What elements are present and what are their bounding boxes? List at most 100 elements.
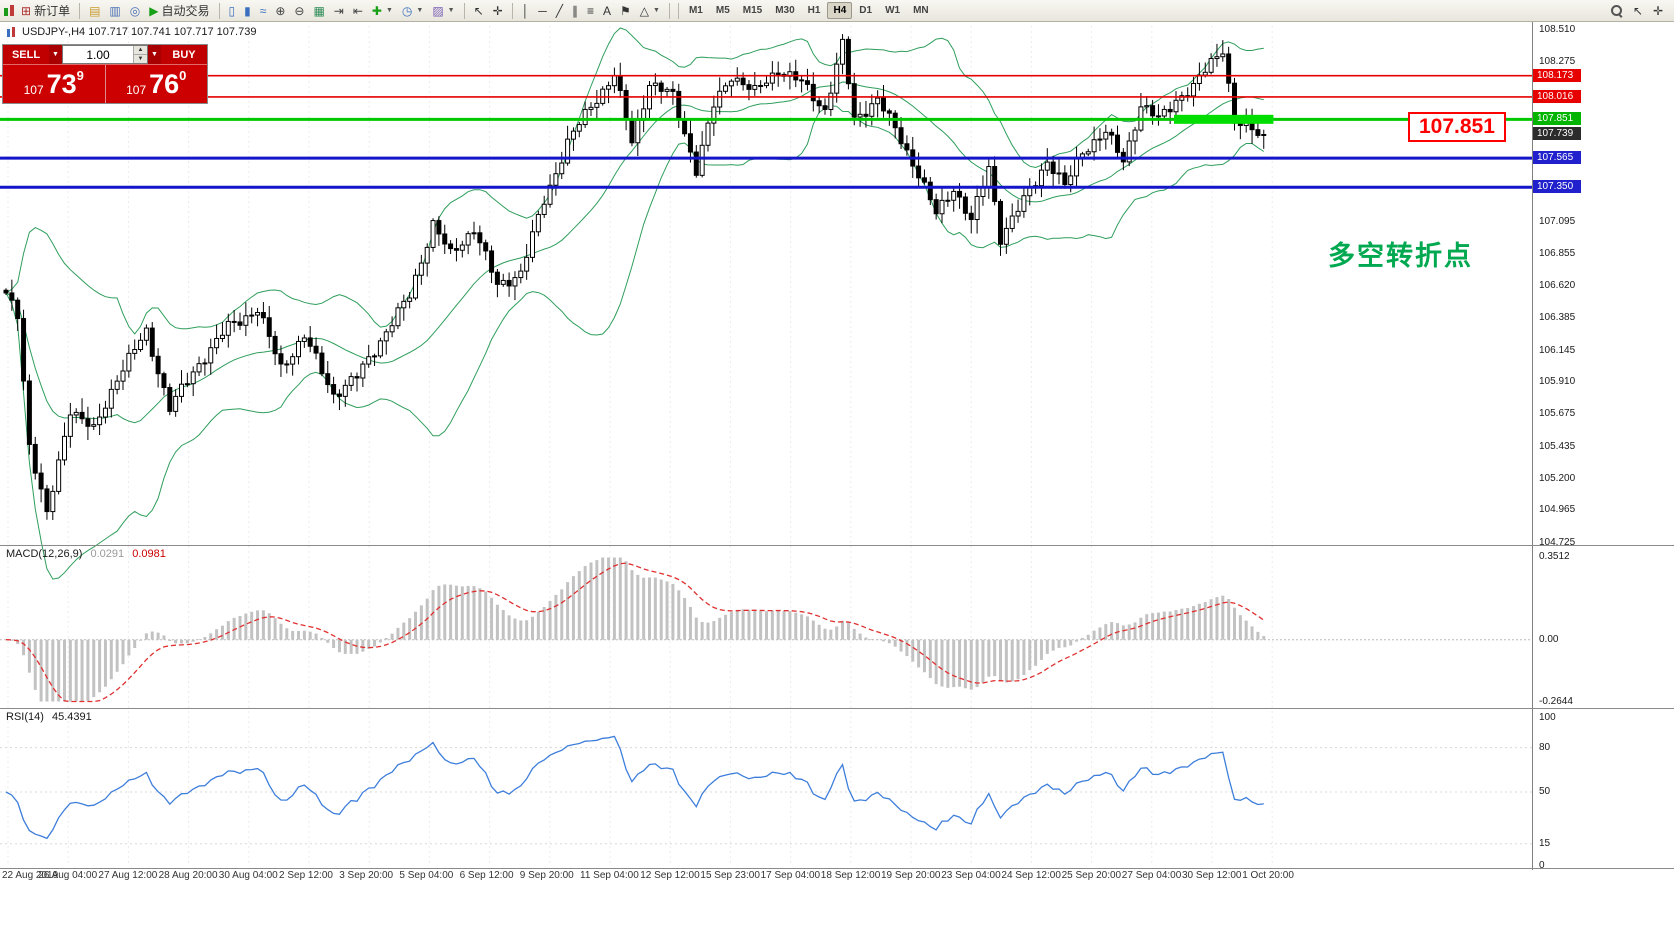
ask-price-button[interactable]: 107 76 0 (106, 65, 208, 103)
rsi-tick: 80 (1539, 741, 1551, 753)
market-watch-button[interactable]: ▤ (85, 1, 104, 21)
macd-tick: 0.3512 (1539, 551, 1570, 563)
autotrade-button-label: 自动交易 (161, 4, 210, 18)
indicators-button[interactable]: ✚ ▼ (368, 1, 397, 21)
highlight-bar (1174, 114, 1274, 124)
line-chart-button[interactable]: ≈ (256, 1, 271, 21)
price-callout: 107.851 (1408, 112, 1506, 142)
date-tick: 22 Aug 2019 (2, 870, 59, 881)
ask-pip-digit: 0 (179, 68, 187, 83)
tile-windows-button[interactable]: ▦ (309, 1, 328, 21)
chevron-down-icon: ▼ (385, 7, 393, 14)
price-tag: 108.016 (1533, 89, 1581, 103)
cursor-button[interactable]: ↖ (470, 1, 488, 21)
zoom-in-button[interactable]: ⊕ (271, 1, 289, 21)
volume-stepper: ▲ ▼ (133, 46, 147, 63)
toolbar-separator (463, 2, 465, 19)
volume-down-button[interactable]: ▼ (134, 54, 147, 63)
navigator-button[interactable]: ◎ (126, 1, 144, 21)
toolbar-separator (511, 2, 513, 19)
date-tick: 1 Oct 20:00 (1242, 870, 1294, 881)
price-chart-canvas[interactable] (0, 22, 1532, 870)
price-tag: 107.565 (1533, 151, 1581, 165)
date-tick: 12 Sep 12:00 (640, 870, 700, 881)
fibonacci-icon: ≡ (586, 3, 594, 18)
panel-divider[interactable] (0, 708, 1674, 709)
search-icon (1610, 4, 1623, 17)
volume-up-button[interactable]: ▲ (134, 46, 147, 54)
timeframe-w1[interactable]: W1 (885, 5, 901, 16)
navigator-icon: ◎ (129, 3, 141, 18)
bid-price-button[interactable]: 107 73 9 (3, 65, 106, 103)
label-icon: ⚑ (620, 3, 631, 18)
date-tick: 3 Sep 20:00 (339, 870, 394, 881)
rsi-tick: 0 (1539, 860, 1545, 871)
price-tag: 108.173 (1533, 68, 1581, 82)
volume-field: ▲ ▼ (62, 45, 148, 64)
rsi-layer (0, 735, 1532, 845)
candlestick-chart-icon: ▮ (244, 3, 251, 18)
price-scale[interactable]: 108.510 108.275 107.095 106.855 106.620 106.3… (1532, 22, 1674, 871)
panel-divider[interactable] (0, 545, 1674, 546)
timeframe-m1[interactable]: M1 (688, 5, 703, 16)
crosshair-icon: ✛ (1652, 3, 1663, 18)
sell-dropdown[interactable]: ▼ (49, 45, 62, 64)
date-axis: 22 Aug 2019 26 Aug 04:00 27 Aug 12:00 28 Au… (0, 870, 1532, 886)
macd-tick: 0.00 (1539, 633, 1559, 645)
macd-main-value: 0.0291 (90, 548, 125, 560)
macd-layer (0, 557, 1532, 703)
timeframe-mn[interactable]: MN (913, 5, 929, 16)
autotrade-button[interactable]: ▶ 自动交易 (145, 1, 213, 21)
periods-button[interactable]: ◷ ▼ (398, 1, 427, 21)
date-tick: 19 Sep 20:00 (881, 870, 941, 881)
templates-button[interactable]: ▨ ▼ (428, 1, 458, 21)
market-watch-icon: ▤ (89, 3, 101, 18)
crosshair-button[interactable]: ✛ (489, 1, 507, 21)
volume-input[interactable] (63, 46, 133, 63)
price-tick: 106.855 (1539, 248, 1576, 260)
date-tick: 15 Sep 23:00 (700, 870, 760, 881)
autotrade-icon: ▶ (149, 3, 159, 18)
cursor-style-button[interactable]: ↖ (1629, 1, 1647, 21)
rsi-tick: 15 (1539, 837, 1551, 849)
channel-button[interactable]: ∥ (568, 1, 582, 21)
label-button[interactable]: ⚑ (616, 1, 635, 21)
date-tick: 26 Aug 04:00 (38, 870, 98, 881)
timeframe-h4[interactable]: H4 (827, 2, 853, 19)
buy-dropdown[interactable]: ▼ (148, 45, 161, 64)
timeframe-m5[interactable]: M5 (715, 5, 730, 16)
price-tick: 104.725 (1539, 537, 1576, 548)
auto-scroll-icon: ⇥ (333, 3, 344, 18)
bid-big-digits: 73 (46, 69, 77, 99)
timeframe-d1[interactable]: D1 (859, 5, 873, 16)
bar-chart-button[interactable]: ▯ (225, 1, 240, 21)
data-window-button[interactable]: ▥ (105, 1, 124, 21)
vertical-line-button[interactable]: │ (518, 1, 534, 21)
new-order-button[interactable]: ⊞ 新订单 (17, 1, 74, 21)
pointer-style-button[interactable]: ✛ (1649, 1, 1667, 21)
bid-pip-digit: 9 (76, 68, 84, 83)
zoom-out-button[interactable]: ⊖ (290, 1, 308, 21)
chevron-down-icon: ▼ (653, 7, 660, 14)
date-tick: 25 Sep 20:00 (1061, 870, 1122, 881)
search-button[interactable] (1606, 1, 1627, 21)
timeframe-m30[interactable]: M30 (775, 5, 795, 16)
trendline-button[interactable]: ╱ (552, 1, 567, 21)
line-chart-icon: ≈ (259, 3, 267, 18)
fibonacci-button[interactable]: ≡ (583, 1, 598, 21)
candlestick-chart-button[interactable]: ▮ (240, 1, 255, 21)
timeframe-m15[interactable]: M15 (742, 5, 763, 16)
indicators-icon: ✚ (371, 3, 382, 18)
shapes-button[interactable]: △ ▼ (636, 1, 664, 21)
timeframe-h1[interactable]: H1 (807, 5, 821, 16)
sell-button[interactable]: SELL (11, 48, 41, 61)
toolbar: ⊞ 新订单 ▤ ▥ ◎ ▶ 自动交易 ▯ ▮ ≈ ⊕ ⊖ ▦ ⇥ ⇤ ✚ ▼ ◷ ▼ ▨ ▼ ↖ ✛ │ ─ ╱ ∥ ≡ A ⚑ △ ▼ M1… (0, 0, 1674, 22)
text-button[interactable]: A (599, 1, 615, 21)
chart-shift-button[interactable]: ⇤ (349, 1, 367, 21)
grid-layer (7, 26, 1273, 866)
buy-button[interactable]: BUY (172, 48, 196, 61)
horizontal-line-button[interactable]: ─ (534, 1, 551, 21)
auto-scroll-button[interactable]: ⇥ (330, 1, 348, 21)
date-tick: 17 Sep 04:00 (760, 870, 821, 881)
templates-icon: ▨ (432, 3, 444, 18)
